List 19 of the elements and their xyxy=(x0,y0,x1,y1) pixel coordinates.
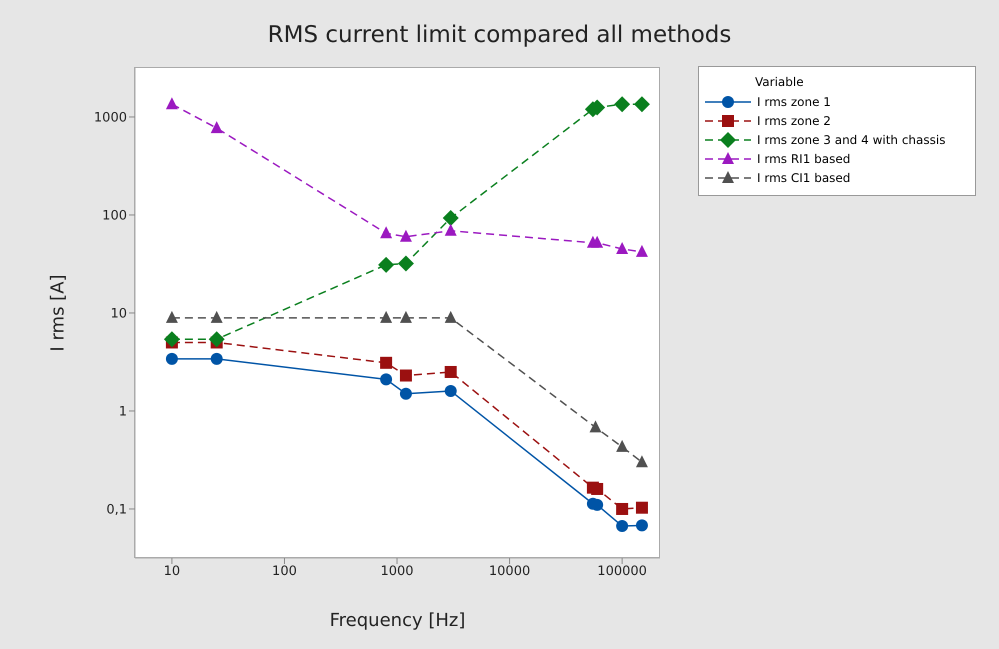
x-axis-title: Frequency [Hz] xyxy=(330,610,466,631)
y-tick-label: 0,1 xyxy=(106,502,127,518)
x-tick-label: 100 xyxy=(272,564,297,580)
legend-label: I rms zone 2 xyxy=(757,114,831,128)
chart-title: RMS current limit compared all methods xyxy=(266,22,732,48)
legend-label: I rms zone 3 and 4 with chassis xyxy=(757,132,946,146)
legend-label: I rms zone 1 xyxy=(757,94,831,108)
y-tick-label: 1000 xyxy=(94,110,127,126)
y-tick-label: 1 xyxy=(118,404,127,420)
legend-label: I rms RI1 based xyxy=(757,152,850,166)
y-tick-label: 100 xyxy=(102,208,127,224)
legend-label: I rms CI1 based xyxy=(757,170,850,184)
x-tick-label: 10000 xyxy=(488,564,530,580)
x-tick-label: 10 xyxy=(164,564,180,580)
y-axis-title: I rms [A] xyxy=(47,274,68,352)
y-tick-label: 10 xyxy=(110,306,127,322)
x-tick-label: 1000 xyxy=(380,564,414,580)
x-tick-label: 100000 xyxy=(597,564,647,580)
legend-title: Variable xyxy=(755,75,805,89)
